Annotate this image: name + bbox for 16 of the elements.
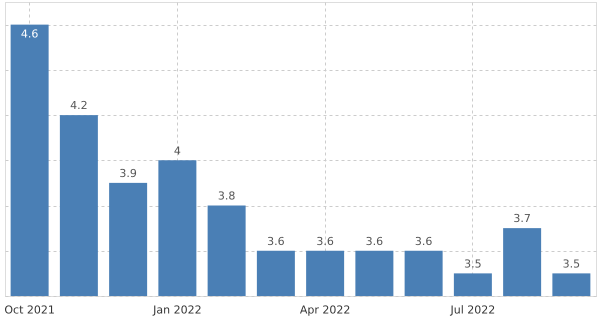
- x-tick-label: Jan 2022: [152, 304, 202, 316]
- data-label: 3.9: [119, 166, 137, 180]
- data-label: 3.7: [513, 212, 531, 226]
- x-tick-label: Jul 2022: [449, 304, 496, 316]
- data-label: 3.6: [316, 234, 334, 248]
- data-label: 3.6: [366, 234, 384, 248]
- data-label: 3.6: [267, 234, 285, 248]
- data-label: 4.6: [20, 28, 38, 41]
- data-label: 3.8: [218, 190, 236, 203]
- data-label: 3.5: [464, 257, 482, 270]
- data-label: 3.6: [414, 234, 432, 248]
- x-tick-label: Apr 2022: [300, 304, 350, 316]
- x-tick-label: Oct 2021: [4, 304, 55, 316]
- data-label: 3.5: [562, 257, 580, 270]
- data-label: 4: [174, 144, 181, 158]
- data-label: 4.2: [70, 99, 88, 112]
